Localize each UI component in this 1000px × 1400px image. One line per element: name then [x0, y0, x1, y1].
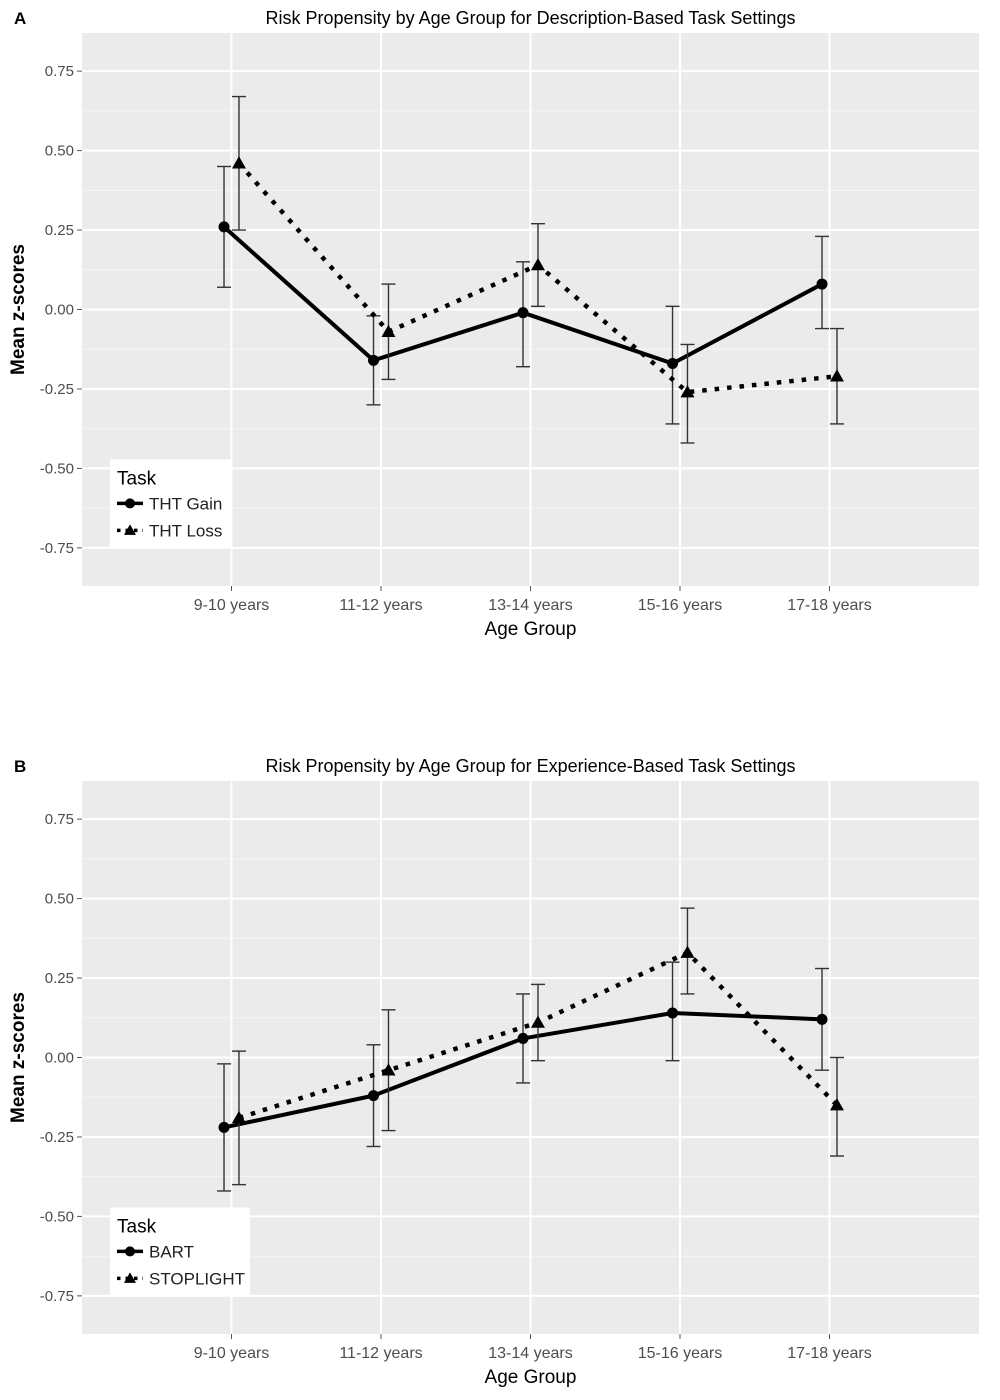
- legend-key-triangle: [124, 1272, 136, 1283]
- data-point-triangle: [381, 324, 396, 337]
- legend: Task BART STOPLIGHT: [110, 1207, 250, 1296]
- data-point-triangle: [530, 1015, 545, 1028]
- data-point-triangle: [680, 385, 695, 398]
- legend-label: BART: [149, 1242, 194, 1261]
- x-tick-label: 11-12 years: [339, 597, 422, 614]
- data-point-circle: [816, 1013, 828, 1025]
- y-tick-label: -0.25: [40, 381, 74, 398]
- data-point-circle: [218, 1121, 230, 1133]
- series-bart: [217, 961, 830, 1192]
- data-point-circle: [816, 278, 828, 290]
- y-tick-label: -0.50: [40, 460, 74, 477]
- y-tick-label: 0.50: [45, 143, 74, 160]
- legend-item: THT Loss: [117, 521, 222, 540]
- x-axis-label: Age Group: [485, 619, 577, 640]
- y-tick-label: 0.75: [45, 63, 74, 80]
- data-point-triangle: [829, 369, 844, 382]
- y-tick-label: -0.50: [40, 1208, 74, 1225]
- x-tick-label: 17-18 years: [787, 597, 872, 614]
- legend-label: STOPLIGHT: [149, 1269, 245, 1288]
- legend-item: BART: [117, 1242, 194, 1261]
- x-tick-label: 15-16 years: [638, 1345, 723, 1362]
- legend-label: THT Loss: [149, 521, 222, 540]
- data-point-triangle: [530, 258, 545, 271]
- data-point-triangle: [829, 1098, 844, 1111]
- legend-title: Task: [117, 468, 157, 489]
- y-tick-label: -0.75: [40, 540, 74, 557]
- panel-letter: A: [14, 9, 26, 28]
- y-axis-label: Mean z-scores: [8, 992, 29, 1123]
- legend-key-circle: [125, 498, 135, 509]
- data-point-circle: [667, 358, 679, 370]
- legend-key-triangle: [124, 524, 136, 535]
- data-point-circle: [667, 1007, 679, 1019]
- y-tick-label: 0.00: [45, 302, 74, 319]
- legend-key-circle: [125, 1246, 135, 1257]
- x-tick-label: 13-14 years: [488, 1345, 573, 1362]
- chart-title: Risk Propensity by Age Group for Descrip…: [266, 8, 796, 28]
- legend: Task THT Gain THT Loss: [110, 459, 231, 548]
- x-tick-label: 9-10 years: [194, 1345, 270, 1362]
- y-tick-label: 0.75: [45, 811, 74, 828]
- data-point-circle: [517, 307, 529, 319]
- x-tick-label: 17-18 years: [787, 1345, 872, 1362]
- series-stoplight: [231, 907, 844, 1186]
- chart-title: Risk Propensity by Age Group for Experie…: [266, 756, 796, 776]
- y-tick-label: 0.50: [45, 891, 74, 908]
- x-tick-label: 13-14 years: [488, 597, 573, 614]
- y-axis-label: Mean z-scores: [8, 244, 29, 375]
- series-tht-loss: [231, 95, 844, 444]
- data-point-circle: [218, 221, 230, 233]
- y-tick-label: 0.25: [45, 970, 74, 987]
- legend-item: STOPLIGHT: [117, 1269, 245, 1288]
- panel-a: A Risk Propensity by Age Group for Descri…: [8, 8, 979, 640]
- panel-letter: B: [14, 757, 26, 776]
- data-point-circle: [368, 354, 380, 366]
- legend-title: Task: [117, 1216, 157, 1237]
- y-tick-label: -0.25: [40, 1129, 74, 1146]
- data-point-triangle: [381, 1063, 396, 1076]
- y-tick-label: -0.75: [40, 1288, 74, 1305]
- data-point-triangle: [680, 945, 695, 958]
- series-tht-gain: [217, 165, 830, 425]
- legend-label: THT Gain: [149, 494, 222, 513]
- data-point-circle: [368, 1090, 380, 1102]
- x-tick-label: 11-12 years: [339, 1345, 422, 1362]
- data-point-triangle: [231, 1110, 246, 1124]
- x-axis-label: Age Group: [485, 1367, 577, 1388]
- panel-b: B Risk Propensity by Age Group for Experi…: [8, 756, 979, 1388]
- y-tick-label: 0.00: [45, 1050, 74, 1067]
- x-tick-label: 9-10 years: [194, 597, 270, 614]
- data-point-circle: [517, 1032, 529, 1044]
- y-tick-label: 0.25: [45, 222, 74, 239]
- legend-item: THT Gain: [117, 494, 222, 513]
- x-tick-label: 15-16 years: [638, 597, 723, 614]
- data-point-triangle: [231, 156, 246, 169]
